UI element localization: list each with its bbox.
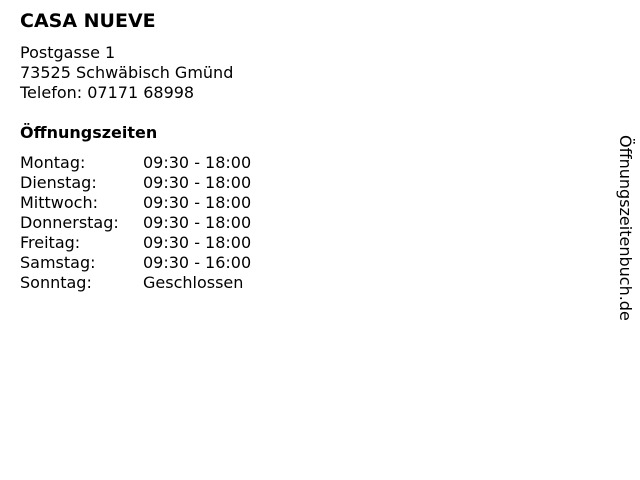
hours-row: Montag: 09:30 - 18:00 xyxy=(20,153,251,173)
city: 73525 Schwäbisch Gmünd xyxy=(20,63,234,82)
business-name: CASA NUEVE xyxy=(20,10,156,32)
street: Postgasse 1 xyxy=(20,43,116,62)
hours-row: Dienstag: 09:30 - 18:00 xyxy=(20,173,251,193)
day: Freitag: xyxy=(20,233,81,252)
hours-heading: Öffnungszeiten xyxy=(20,123,158,142)
hours-table: Montag: 09:30 - 18:00 Dienstag: 09:30 - 18… xyxy=(20,153,251,293)
day: Donnerstag: xyxy=(20,213,119,232)
day: Mittwoch: xyxy=(20,193,98,212)
watermark: Öffnungszeitenbuch.de xyxy=(616,135,635,321)
time: Geschlossen xyxy=(143,273,244,292)
time: 09:30 - 18:00 xyxy=(143,213,252,232)
hours-row: Samstag: 09:30 - 16:00 xyxy=(20,253,251,273)
day: Sonntag: xyxy=(20,273,92,292)
day: Dienstag: xyxy=(20,173,97,192)
hours-row: Sonntag: Geschlossen xyxy=(20,273,251,293)
time: 09:30 - 18:00 xyxy=(143,173,252,192)
day: Montag: xyxy=(20,153,86,172)
time: 09:30 - 18:00 xyxy=(143,233,252,252)
hours-row: Mittwoch: 09:30 - 18:00 xyxy=(20,193,251,213)
hours-row: Donnerstag: 09:30 - 18:00 xyxy=(20,213,251,233)
time: 09:30 - 16:00 xyxy=(143,253,252,272)
day: Samstag: xyxy=(20,253,96,272)
hours-row: Freitag: 09:30 - 18:00 xyxy=(20,233,251,253)
time: 09:30 - 18:00 xyxy=(143,193,252,212)
address-block: Postgasse 1 73525 Schwäbisch Gmünd Telef… xyxy=(20,43,233,103)
time: 09:30 - 18:00 xyxy=(143,153,252,172)
phone: Telefon: 07171 68998 xyxy=(20,83,195,102)
